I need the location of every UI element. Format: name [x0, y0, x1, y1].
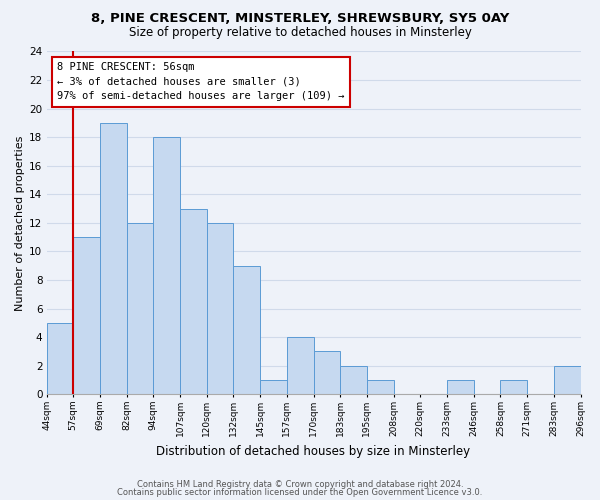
Bar — [233, 266, 260, 394]
Y-axis label: Number of detached properties: Number of detached properties — [15, 135, 25, 310]
Text: Contains HM Land Registry data © Crown copyright and database right 2024.: Contains HM Land Registry data © Crown c… — [137, 480, 463, 489]
Bar — [554, 366, 581, 394]
Text: 8, PINE CRESCENT, MINSTERLEY, SHREWSBURY, SY5 0AY: 8, PINE CRESCENT, MINSTERLEY, SHREWSBURY… — [91, 12, 509, 26]
Bar — [180, 208, 207, 394]
Bar — [127, 223, 154, 394]
Bar — [47, 323, 73, 394]
Bar — [500, 380, 527, 394]
Bar — [100, 123, 127, 394]
Text: Size of property relative to detached houses in Minsterley: Size of property relative to detached ho… — [128, 26, 472, 39]
X-axis label: Distribution of detached houses by size in Minsterley: Distribution of detached houses by size … — [157, 444, 470, 458]
Bar — [260, 380, 287, 394]
Bar — [154, 137, 180, 394]
Bar — [207, 223, 233, 394]
Bar — [314, 352, 340, 394]
Bar — [447, 380, 474, 394]
Bar — [367, 380, 394, 394]
Text: Contains public sector information licensed under the Open Government Licence v3: Contains public sector information licen… — [118, 488, 482, 497]
Bar — [340, 366, 367, 394]
Bar — [287, 337, 314, 394]
Text: 8 PINE CRESCENT: 56sqm
← 3% of detached houses are smaller (3)
97% of semi-detac: 8 PINE CRESCENT: 56sqm ← 3% of detached … — [57, 62, 345, 102]
Bar — [73, 237, 100, 394]
